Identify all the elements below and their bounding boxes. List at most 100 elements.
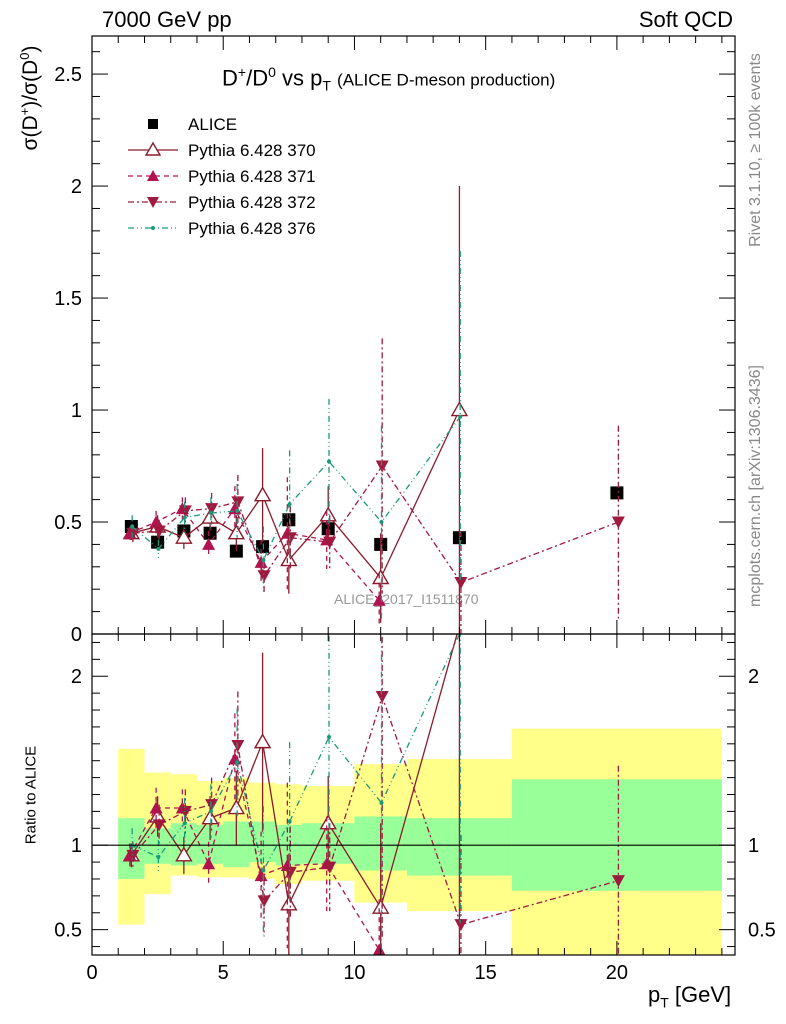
main-y-tick-label: 2 — [71, 176, 82, 198]
ratio-series-group — [122, 634, 625, 955]
ratio-point — [327, 735, 332, 740]
ratio-series-line — [132, 694, 619, 926]
ratio-point — [202, 857, 216, 870]
ratio-point — [454, 919, 468, 932]
ratio-y-tick-label: 2 — [71, 666, 82, 688]
main-point — [611, 516, 625, 529]
ratio-point — [235, 760, 240, 765]
main-point — [253, 486, 272, 502]
ratio-series-line — [130, 634, 458, 910]
ratio-point — [323, 861, 337, 874]
legend-marker — [151, 226, 155, 230]
main-point — [254, 555, 268, 568]
main-series-line — [129, 507, 380, 601]
main-y-tick-label: 1 — [71, 400, 82, 422]
ratio-y-tick-label-right: 0.5 — [748, 920, 776, 942]
xlabel: pT [GeV] — [648, 982, 732, 1011]
ratio-series-line — [129, 758, 380, 951]
ratio-point — [201, 809, 219, 825]
main-point — [323, 536, 337, 549]
main-y-tick-label: 2.5 — [54, 64, 82, 86]
ratio-y-tick-label: 0.5 — [54, 920, 82, 942]
ratio-point — [319, 814, 337, 830]
ratio-point — [379, 800, 384, 805]
legend-label: Pythia 6.428 376 — [188, 219, 316, 238]
ratio-point — [175, 846, 193, 862]
legend-label: Pythia 6.428 372 — [188, 193, 316, 212]
x-tick-label: 10 — [343, 962, 365, 984]
ratio-point — [253, 733, 272, 749]
ratio-point — [231, 740, 245, 753]
legend-marker — [147, 197, 159, 208]
legend-marker — [144, 141, 162, 156]
x-tick-label: 20 — [606, 962, 628, 984]
ratio-y-tick-label-right: 1 — [748, 835, 759, 857]
main-point — [287, 502, 292, 507]
legend-marker — [147, 170, 159, 181]
ratio-point — [372, 943, 386, 955]
legend: ALICE Pythia 6.428 370 Pythia 6.428 371 Pyt… — [128, 115, 316, 238]
main-point — [371, 569, 390, 585]
x-tick-label: 0 — [86, 962, 97, 984]
main-series-line — [132, 464, 619, 584]
header-left: 7000 GeV pp — [102, 7, 232, 32]
ratio-point — [261, 868, 266, 873]
title-note: (ALICE D-meson production) — [337, 70, 556, 90]
main-point — [319, 506, 337, 522]
ratio-point — [227, 799, 246, 815]
main-point — [458, 414, 463, 419]
ratio-point — [182, 821, 187, 826]
main-point — [227, 524, 246, 540]
main-point — [610, 486, 624, 500]
main-point — [205, 503, 219, 516]
title-sup-plus: + — [237, 64, 247, 80]
ratio-point — [205, 799, 219, 812]
x-tick-label: 5 — [218, 962, 229, 984]
main-y-tick-label: 1.5 — [54, 288, 82, 310]
legend-label: Pythia 6.428 370 — [188, 141, 316, 160]
ratio-point — [283, 866, 297, 879]
main-point — [201, 508, 219, 524]
main-point — [379, 520, 384, 525]
main-point — [156, 546, 161, 551]
x-tick-label: 15 — [475, 962, 497, 984]
main-point — [175, 528, 193, 544]
ratio-point — [611, 875, 625, 888]
plot-title: D+/D0 vs pT (ALICE D-meson production) — [222, 64, 555, 94]
main-point — [178, 505, 192, 518]
title-sub-t: T — [322, 77, 331, 94]
main-point — [203, 526, 217, 540]
title-mid: /D — [246, 65, 269, 91]
main-point — [261, 558, 266, 563]
ratio-point — [287, 819, 292, 824]
main-point — [280, 551, 298, 567]
main-y-tick-label: 0.5 — [54, 512, 82, 534]
ratio-point — [280, 895, 298, 911]
series-layer — [122, 186, 625, 955]
main-point — [208, 511, 213, 516]
ratio-point — [126, 849, 140, 862]
legend-label: Pythia 6.428 371 — [188, 167, 316, 186]
main-point — [235, 508, 240, 513]
main-point — [202, 537, 216, 550]
main-point — [257, 570, 271, 583]
main-point — [182, 515, 187, 520]
main-point — [283, 532, 297, 545]
main-point — [256, 540, 270, 554]
ratio-point — [371, 898, 390, 914]
header-right: Soft QCD — [638, 7, 733, 32]
main-point — [375, 460, 389, 473]
watermark: ALICE_2017_I1511870 — [334, 591, 479, 607]
main-point — [282, 513, 296, 527]
band-inner — [511, 779, 722, 891]
main-point — [450, 401, 469, 417]
ratio-point — [178, 805, 192, 818]
title-sup-zero: 0 — [268, 64, 276, 80]
ratio-point — [208, 809, 213, 814]
ratio-point — [254, 869, 268, 882]
ratio-y-tick-label: 1 — [71, 835, 82, 857]
main-point — [327, 459, 332, 464]
main-point — [372, 593, 386, 606]
